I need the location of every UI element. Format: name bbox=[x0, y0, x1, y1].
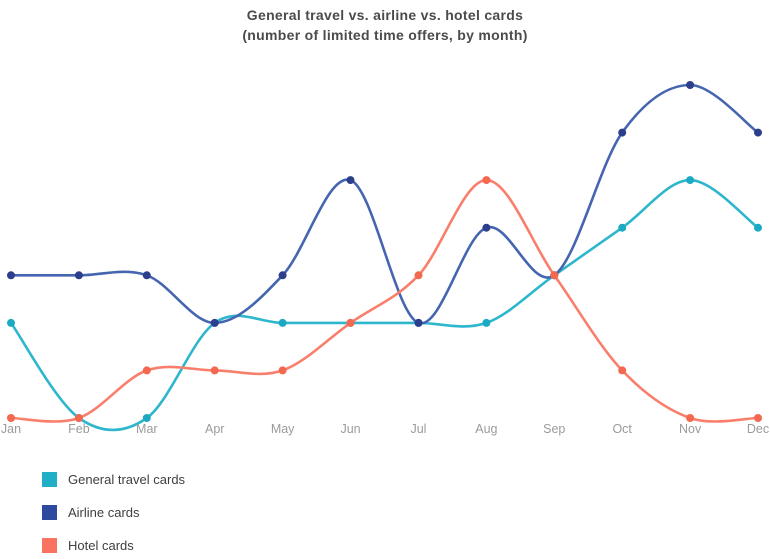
x-tick-may: May bbox=[270, 422, 295, 436]
point-hotel-cards-aug bbox=[482, 176, 491, 185]
legend-swatch-airline-cards bbox=[42, 504, 57, 520]
point-hotel-cards-apr bbox=[210, 366, 219, 375]
point-airline-cards-jul bbox=[414, 318, 423, 327]
point-general-travel-cards-mar bbox=[142, 414, 151, 422]
legend-item-airline-cards: Airline cards bbox=[42, 504, 185, 520]
point-general-travel-cards-aug bbox=[482, 318, 491, 327]
x-tick-aug: Aug bbox=[475, 422, 498, 436]
x-axis: Jan Feb Mar Apr May Jun Jul Aug Sep Oct Nov Dec bbox=[0, 421, 770, 439]
x-tick-jul: Jul bbox=[410, 422, 427, 436]
x-tick-jan: Jan bbox=[0, 422, 22, 436]
x-tick-sep: Sep bbox=[543, 422, 566, 436]
point-general-travel-cards-dec bbox=[754, 223, 762, 232]
x-tick-dec: Dec bbox=[746, 422, 770, 436]
legend-item-general-travel-cards: General travel cards bbox=[42, 471, 185, 487]
point-hotel-cards-oct bbox=[618, 366, 627, 375]
point-airline-cards-feb bbox=[74, 271, 83, 280]
line-chart-svg bbox=[7, 81, 762, 432]
legend-label-general-travel-cards: General travel cards bbox=[68, 471, 186, 487]
x-tick-jun: Jun bbox=[340, 422, 361, 436]
point-airline-cards-mar bbox=[142, 271, 151, 280]
point-airline-cards-jun bbox=[346, 176, 355, 185]
point-airline-cards-jan bbox=[7, 271, 15, 280]
point-hotel-cards-sep bbox=[550, 271, 559, 280]
x-tick-apr: Apr bbox=[204, 422, 225, 436]
x-tick-feb: Feb bbox=[68, 422, 90, 436]
point-general-travel-cards-nov bbox=[686, 176, 695, 185]
x-tick-nov: Nov bbox=[678, 422, 702, 436]
point-airline-cards-apr bbox=[210, 318, 219, 327]
chart-legend: General travel cards Airline cards Hotel c… bbox=[42, 471, 185, 559]
x-tick-mar: Mar bbox=[136, 422, 158, 436]
point-general-travel-cards-may bbox=[278, 318, 287, 327]
point-airline-cards-dec bbox=[754, 128, 762, 137]
point-hotel-cards-jan bbox=[7, 414, 15, 422]
chart-title-line1: General travel vs. airline vs. hotel car… bbox=[246, 7, 524, 23]
point-general-travel-cards-oct bbox=[618, 223, 627, 232]
point-airline-cards-oct bbox=[618, 128, 627, 137]
legend-label-hotel-cards: Hotel cards bbox=[68, 537, 134, 553]
series-line-airline-cards bbox=[9, 83, 760, 325]
x-tick-oct: Oct bbox=[612, 422, 632, 436]
point-hotel-cards-jun bbox=[346, 318, 355, 327]
legend-swatch-general-travel-cards bbox=[42, 471, 57, 487]
legend-swatch-hotel-cards bbox=[42, 537, 57, 553]
point-hotel-cards-mar bbox=[142, 366, 151, 375]
legend-item-hotel-cards: Hotel cards bbox=[42, 537, 185, 553]
chart-title-line2: (number of limited time offers, by month… bbox=[242, 27, 528, 43]
point-hotel-cards-nov bbox=[686, 414, 695, 422]
chart-title: General travel vs. airline vs. hotel car… bbox=[0, 5, 770, 45]
point-airline-cards-may bbox=[278, 271, 287, 280]
point-hotel-cards-may bbox=[278, 366, 287, 375]
point-airline-cards-aug bbox=[482, 223, 491, 232]
point-hotel-cards-dec bbox=[754, 414, 762, 422]
point-hotel-cards-jul bbox=[414, 271, 423, 280]
series-line-hotel-cards bbox=[9, 178, 760, 423]
legend-label-airline-cards: Airline cards bbox=[68, 504, 140, 520]
point-hotel-cards-feb bbox=[74, 414, 83, 422]
point-general-travel-cards-jan bbox=[7, 318, 15, 327]
point-airline-cards-nov bbox=[686, 81, 695, 89]
series-line-general-travel-cards bbox=[9, 178, 760, 432]
